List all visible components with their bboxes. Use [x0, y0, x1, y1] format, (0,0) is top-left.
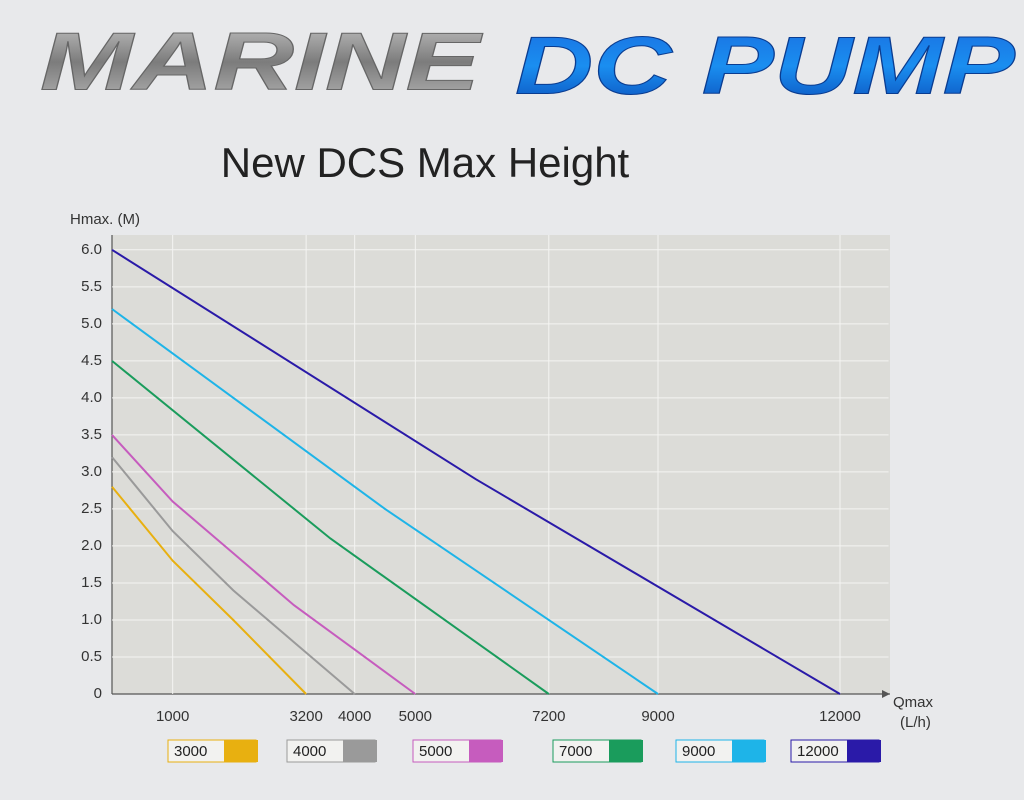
legend-swatch	[224, 740, 258, 762]
x-axis-label: Qmax	[893, 694, 934, 711]
x-tick-label: 12000	[819, 708, 861, 725]
y-tick-label: 1.5	[81, 574, 102, 591]
y-axis-label: Hmax. (M)	[70, 211, 140, 228]
x-axis-arrow	[882, 690, 890, 698]
series-line	[111, 486, 307, 695]
legend-swatch	[469, 740, 503, 762]
x-tick-label: 1000	[156, 708, 189, 725]
y-tick-label: 0.5	[81, 648, 102, 665]
y-tick-label: 4.5	[81, 352, 102, 369]
y-tick-label: 5.5	[81, 278, 102, 295]
legend-label: 9000	[682, 743, 715, 760]
series-line	[111, 308, 659, 695]
series-line	[111, 434, 416, 695]
legend-label: 12000	[797, 743, 839, 760]
y-tick-label: 3.0	[81, 463, 102, 480]
legend-label: 3000	[174, 743, 207, 760]
legend-label: 5000	[419, 743, 452, 760]
chart-title: New DCS Max Height	[221, 139, 630, 186]
series-line	[111, 248, 841, 695]
x-tick-label: 9000	[641, 708, 674, 725]
x-tick-label: 3200	[289, 708, 322, 725]
y-tick-label: 2.5	[81, 500, 102, 517]
series-line	[111, 360, 550, 695]
y-tick-label: 2.0	[81, 537, 102, 554]
x-axis-unit: (L/h)	[900, 714, 931, 731]
product-text: DC PUMP	[515, 21, 1015, 112]
legend-swatch	[609, 740, 643, 762]
series-line	[111, 456, 356, 695]
x-tick-label: 7200	[532, 708, 565, 725]
y-tick-label: 5.0	[81, 315, 102, 332]
y-tick-label: 0	[94, 685, 102, 702]
legend-label: 7000	[559, 743, 592, 760]
y-tick-label: 1.0	[81, 611, 102, 628]
legend-swatch	[343, 740, 377, 762]
legend-swatch	[847, 740, 881, 762]
legend-label: 4000	[293, 743, 326, 760]
plot-area	[112, 235, 890, 694]
y-tick-label: 3.5	[81, 426, 102, 443]
brand-text: MARINE	[40, 17, 483, 108]
y-tick-label: 4.0	[81, 389, 102, 406]
x-tick-label: 5000	[399, 708, 432, 725]
x-tick-label: 4000	[338, 708, 371, 725]
y-tick-label: 6.0	[81, 241, 102, 258]
legend-swatch	[732, 740, 766, 762]
